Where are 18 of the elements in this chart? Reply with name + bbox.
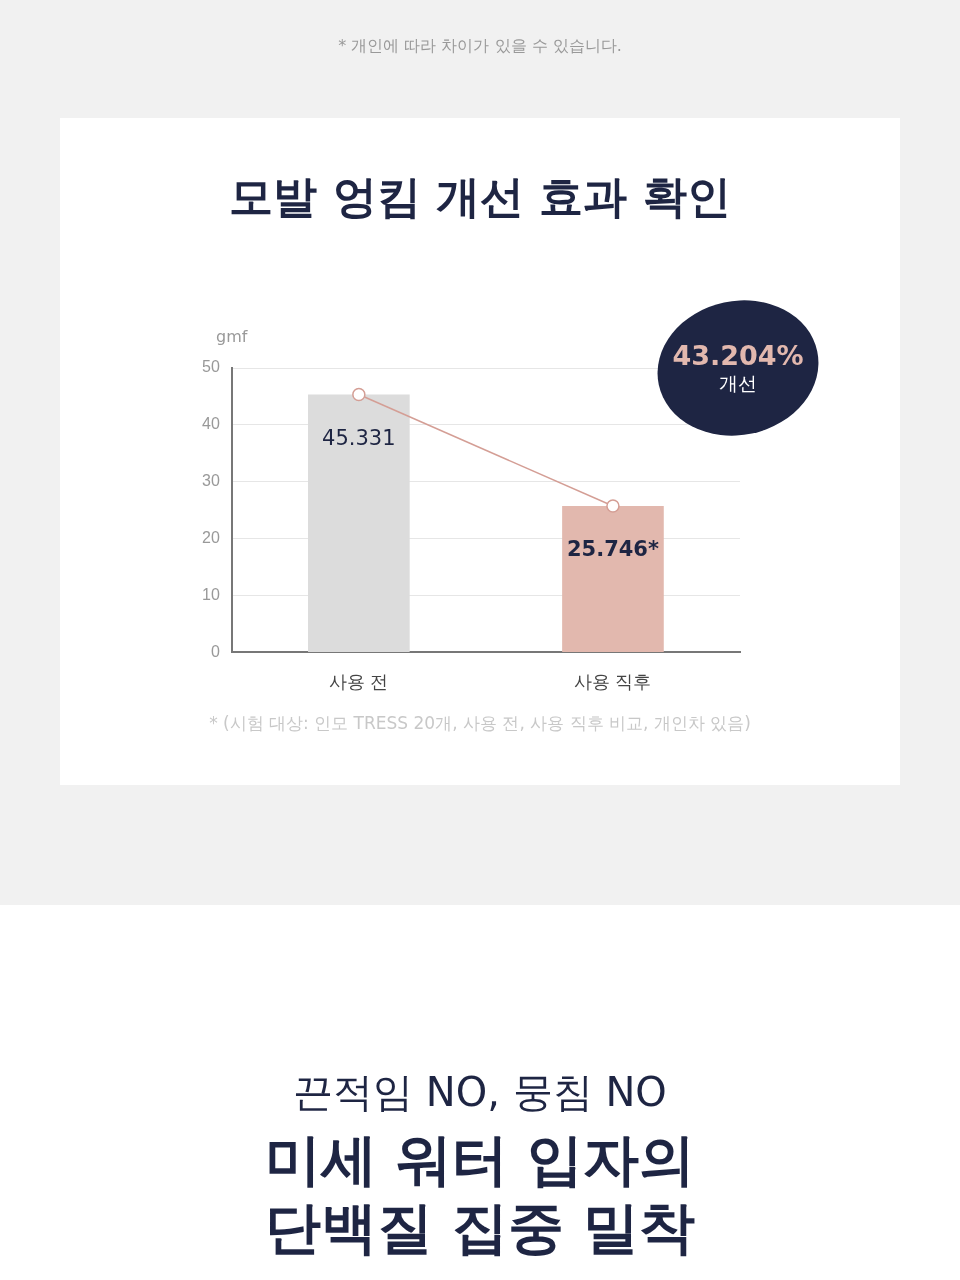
y-axis-title: gmf <box>216 327 248 347</box>
y-tick-label: 10 <box>202 585 220 603</box>
x-tick-label: 사용 직후 <box>574 672 652 693</box>
y-tick-label: 20 <box>202 529 220 547</box>
annotation: 43.204% <box>671 340 805 371</box>
data-label: 45.331 <box>322 426 396 451</box>
text: 끈적임 NO, 뭉침 NO <box>292 1068 668 1117</box>
y-tick-label: 30 <box>202 472 220 490</box>
y-tick-label: 50 <box>202 358 220 376</box>
y-tick-label: 0 <box>210 642 220 660</box>
text: 미세 워터 입자의 <box>263 1126 697 1194</box>
chart-title: 모발 엉킴 개선 효과 확인 <box>228 170 732 224</box>
x-tick-label: 사용 전 <box>329 672 389 693</box>
y-tick-label: 40 <box>202 415 220 433</box>
annotation: 개선 <box>718 371 758 396</box>
text: 단백질 집중 밀착 <box>263 1194 697 1262</box>
text: * 개인에 따라 차이가 있을 수 있습니다. <box>337 36 623 57</box>
data-label: 25.746* <box>566 537 659 562</box>
